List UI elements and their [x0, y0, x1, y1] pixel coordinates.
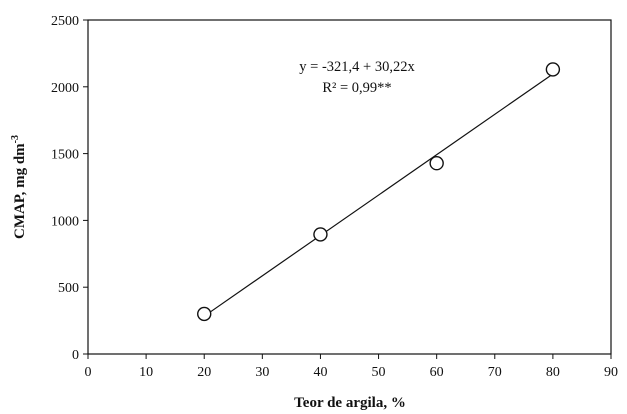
- x-tick-label: 90: [604, 365, 618, 380]
- y-axis-title-main: CMAP, mg dm: [12, 143, 28, 239]
- x-tick-label: 10: [139, 365, 153, 380]
- y-axis-title: CMAP, mg dm-3: [10, 135, 28, 239]
- y-axis-ticks: 0 500 1000 1500 2000 2500: [51, 14, 88, 363]
- y-tick-label: 2500: [51, 14, 79, 29]
- regression-layer: [203, 73, 554, 317]
- y-tick-label: 0: [72, 348, 79, 363]
- data-point: [545, 62, 561, 77]
- plot-area: [87, 19, 612, 355]
- x-tick-label: 50: [372, 365, 386, 380]
- data-point: [429, 156, 444, 171]
- plot-frame: [87, 19, 612, 355]
- r2-annotation: R² = 0,99**: [322, 80, 391, 96]
- y-axis-title-superscript: -3: [10, 135, 21, 143]
- y-tick-label: 1000: [51, 214, 79, 229]
- x-tick-label: 20: [197, 365, 211, 380]
- y-tick-label: 1500: [51, 148, 79, 163]
- regression-line: [203, 73, 554, 317]
- x-tick-label: 80: [546, 365, 560, 380]
- data-point: [197, 306, 212, 322]
- equation-annotation: y = -321,4 + 30,22x: [299, 59, 415, 75]
- data-point: [313, 227, 328, 242]
- x-axis-ticks: 0 10 20 30 40 50 60 70 80 90: [85, 354, 618, 380]
- x-tick-label: 0: [85, 365, 92, 380]
- y-tick-label: 500: [58, 281, 79, 296]
- x-tick-label: 60: [430, 365, 444, 380]
- x-tick-label: 30: [255, 365, 269, 380]
- x-axis-title: Teor de argila, %: [294, 395, 406, 411]
- y-tick-label: 2000: [51, 81, 79, 96]
- x-tick-label: 40: [313, 365, 327, 380]
- x-tick-label: 70: [488, 365, 502, 380]
- data-points: [197, 62, 561, 322]
